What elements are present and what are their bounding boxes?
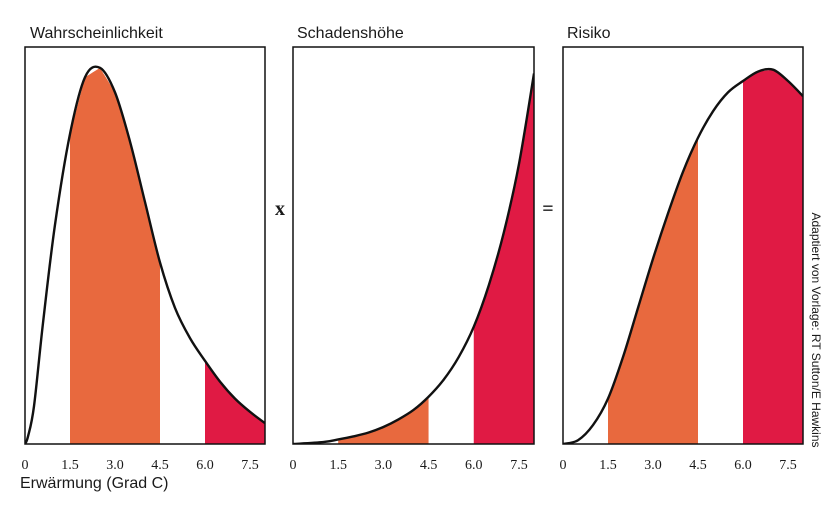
panel-title: Schadenshöhe [297,25,404,42]
x-tick-label: 6.0 [734,458,752,473]
source-credit: Adaptiert von Vorlage: RT Sutton/E Hawki… [809,212,823,447]
distribution-curve [293,73,534,444]
x-tick-label: 3.0 [375,458,393,473]
x-tick-label: 3.0 [644,458,662,473]
shaded-region-likely [338,396,429,444]
panel-title: Risiko [567,25,611,42]
x-axis-label: Erwärmung (Grad C) [20,475,168,492]
x-tick-label: 1.5 [329,458,347,473]
x-tick-label: 7.5 [241,458,259,473]
chart-panel-1: Wahrscheinlichkeit 0 1.5 3.0 4.5 6.0 7.5 Erwärm… [20,25,266,492]
x-tick-label: 4.5 [151,458,169,473]
plot-frame [562,46,804,445]
chart-panels: Wahrscheinlichkeit 0 1.5 3.0 4.5 6.0 7.5 Erwärm… [20,25,804,492]
shaded-region-extreme [743,69,803,444]
x-tick-label: 0 [560,458,567,473]
x-tick-label: 0 [22,458,29,473]
x-tick-label: 7.5 [779,458,797,473]
panel-title: Wahrscheinlichkeit [30,25,163,42]
x-tick-label: 6.0 [196,458,214,473]
distribution-curve [563,67,803,444]
chart-panel-2: Schadenshöhe 0 1.5 3.0 4.5 6.0 7.5 [290,25,535,473]
x-tick-label: 1.5 [599,458,617,473]
x-tick-label: 4.5 [420,458,438,473]
x-tick-label: 3.0 [106,458,124,473]
multiply-operator: x [275,198,285,220]
plot-frame [24,46,266,445]
distribution-curve [25,65,265,444]
equals-operator: = [542,198,553,220]
x-tick-label: 7.5 [510,458,528,473]
chart-panel-3: Risiko 0 1.5 3.0 4.5 6.0 7.5 [560,25,804,473]
plot-frame [292,46,535,445]
x-tick-label: 6.0 [465,458,483,473]
x-tick-label: 0 [290,458,297,473]
x-tick-label: 4.5 [689,458,707,473]
shaded-region-likely [70,68,160,444]
shaded-region-likely [608,137,698,444]
x-tick-label: 1.5 [61,458,79,473]
